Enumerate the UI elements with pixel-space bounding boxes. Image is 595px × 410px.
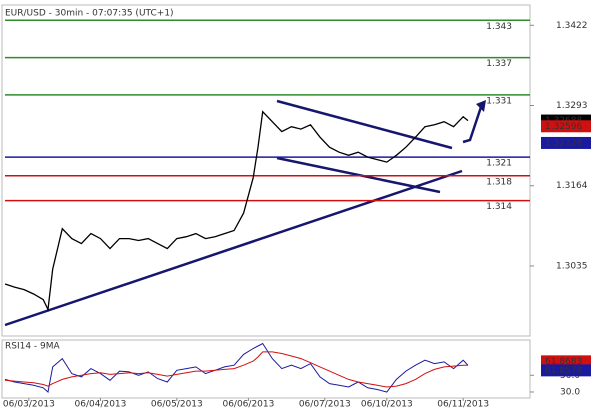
level-label: 1.337: [486, 59, 512, 69]
price-tag: [541, 136, 591, 149]
price-tag: [541, 355, 591, 368]
chart-title: EUR/USD - 30min - 07:07:35 (UTC+1): [5, 9, 174, 19]
y-tick-label: 30.0: [560, 387, 580, 397]
x-tick-label: 06/06/2013: [222, 400, 274, 410]
price-tag-label: 61.8578: [545, 366, 582, 376]
x-tick-label: 06/07/2013: [299, 400, 351, 410]
channel-upper: [276, 99, 453, 150]
series-line: [4, 342, 469, 393]
y-tick-label: 1.3293: [556, 101, 588, 111]
x-tick-label: 06/11/2013: [437, 400, 489, 410]
x-tick-label: 06/05/2013: [151, 400, 203, 410]
level-label: 1.343: [486, 22, 512, 32]
level-label: 1.318: [486, 177, 512, 187]
forecast-arrow: [462, 103, 484, 144]
trendlines: [4, 99, 484, 327]
level-label: 1.314: [486, 202, 512, 212]
support-trendline: [4, 169, 463, 327]
x-tick-label: 06/03/2013: [3, 400, 55, 410]
arrow-head: [476, 100, 486, 112]
price-tag: [541, 364, 591, 377]
level-label: 1.331: [486, 96, 512, 106]
price-tag-label: 61.8683: [545, 357, 582, 367]
price-tag: [541, 120, 591, 133]
x-tick-label: 06/10/2013: [361, 400, 413, 410]
price-tag-label: 1.32328: [545, 138, 582, 148]
level-label: 1.321: [486, 159, 512, 169]
price-tag-label: 1.32596: [545, 122, 582, 132]
x-tick-label: 06/04/2013: [75, 400, 127, 410]
price-panel: [1, 4, 531, 337]
rsi-title: RSI14 - 9MA: [5, 342, 61, 352]
rsi-panel: [1, 339, 531, 399]
series-line: [4, 351, 469, 388]
y-tick-label: 1.3164: [556, 181, 588, 191]
channel-lower: [276, 156, 441, 194]
y-tick-label: 1.3035: [556, 261, 588, 271]
y-tick-label: 1.3422: [556, 21, 588, 31]
series-line: [4, 110, 469, 312]
